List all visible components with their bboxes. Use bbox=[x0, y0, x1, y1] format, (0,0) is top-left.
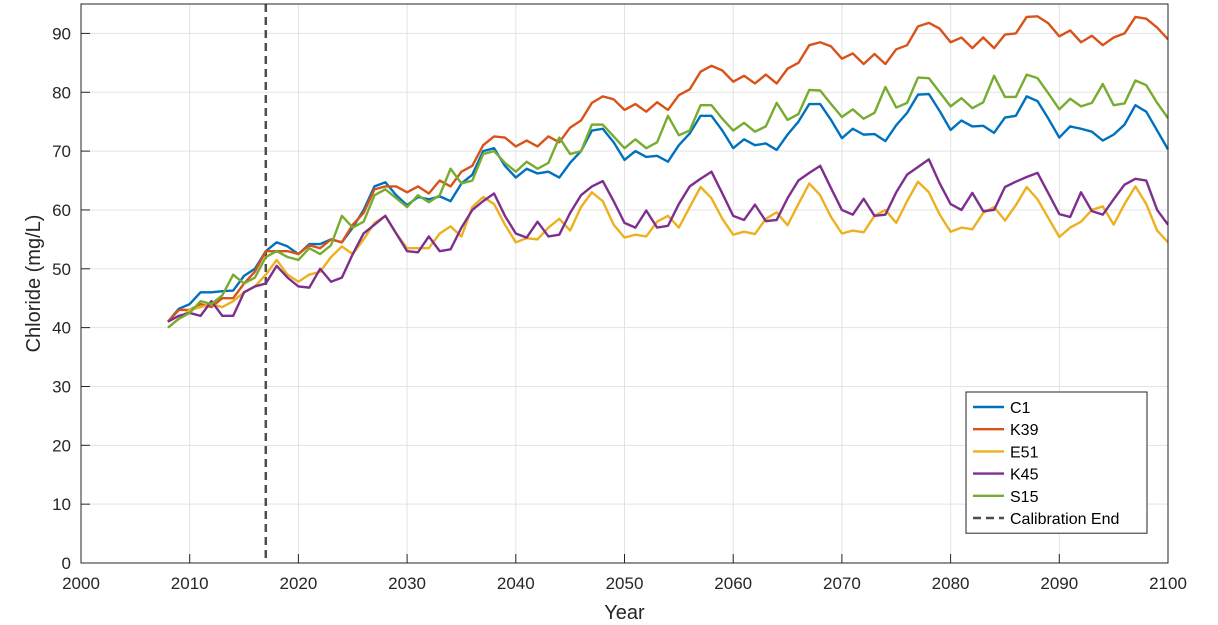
x-tick-label: 2040 bbox=[497, 574, 535, 593]
x-tick-label: 2100 bbox=[1149, 574, 1187, 593]
y-axis-title: Chloride (mg/L) bbox=[23, 215, 45, 353]
x-axis-title: Year bbox=[604, 602, 645, 624]
x-axis-ticks: 2000 2010 2020 2030 2040 2050 2060 2070 2080 2090… bbox=[62, 554, 1187, 593]
x-tick-label: 2010 bbox=[171, 574, 209, 593]
y-tick-label: 10 bbox=[52, 495, 71, 514]
y-tick-label: 0 bbox=[62, 554, 71, 573]
x-tick-label: 2020 bbox=[279, 574, 317, 593]
y-tick-label: 90 bbox=[52, 24, 71, 43]
x-tick-label: 2080 bbox=[932, 574, 970, 593]
y-tick-label: 30 bbox=[52, 377, 71, 396]
legend-label: C1 bbox=[1010, 400, 1031, 417]
y-tick-label: 80 bbox=[52, 83, 71, 102]
y-tick-label: 50 bbox=[52, 260, 71, 279]
x-tick-label: 2000 bbox=[62, 574, 100, 593]
x-tick-label: 2050 bbox=[606, 574, 644, 593]
series-line-c1 bbox=[167, 92, 1170, 323]
x-tick-label: 2070 bbox=[823, 574, 861, 593]
legend-label: E51 bbox=[1010, 444, 1039, 461]
y-tick-label: 20 bbox=[52, 436, 71, 455]
y-tick-label: 60 bbox=[52, 201, 71, 220]
legend-label: S15 bbox=[1010, 489, 1039, 506]
legend: C1 K39 E51 K45 S15 Calibration End bbox=[965, 391, 1148, 534]
series-line-e51 bbox=[167, 180, 1169, 329]
x-tick-label: 2090 bbox=[1040, 574, 1078, 593]
legend-label: K39 bbox=[1010, 422, 1039, 439]
series-line-k45 bbox=[167, 158, 1169, 323]
x-tick-label: 2030 bbox=[388, 574, 426, 593]
legend-label: Calibration End bbox=[1010, 511, 1119, 528]
series-line-k39 bbox=[167, 15, 1169, 323]
y-tick-label: 40 bbox=[52, 319, 71, 338]
legend-box bbox=[965, 391, 1148, 534]
y-axis-ticks: 0 10 20 30 40 50 60 70 80 90 bbox=[52, 24, 90, 573]
x-tick-label: 2060 bbox=[714, 574, 752, 593]
legend-label: K45 bbox=[1010, 467, 1039, 484]
y-tick-label: 70 bbox=[52, 142, 71, 161]
series-layer bbox=[167, 15, 1170, 329]
series-line-s15 bbox=[167, 73, 1169, 329]
